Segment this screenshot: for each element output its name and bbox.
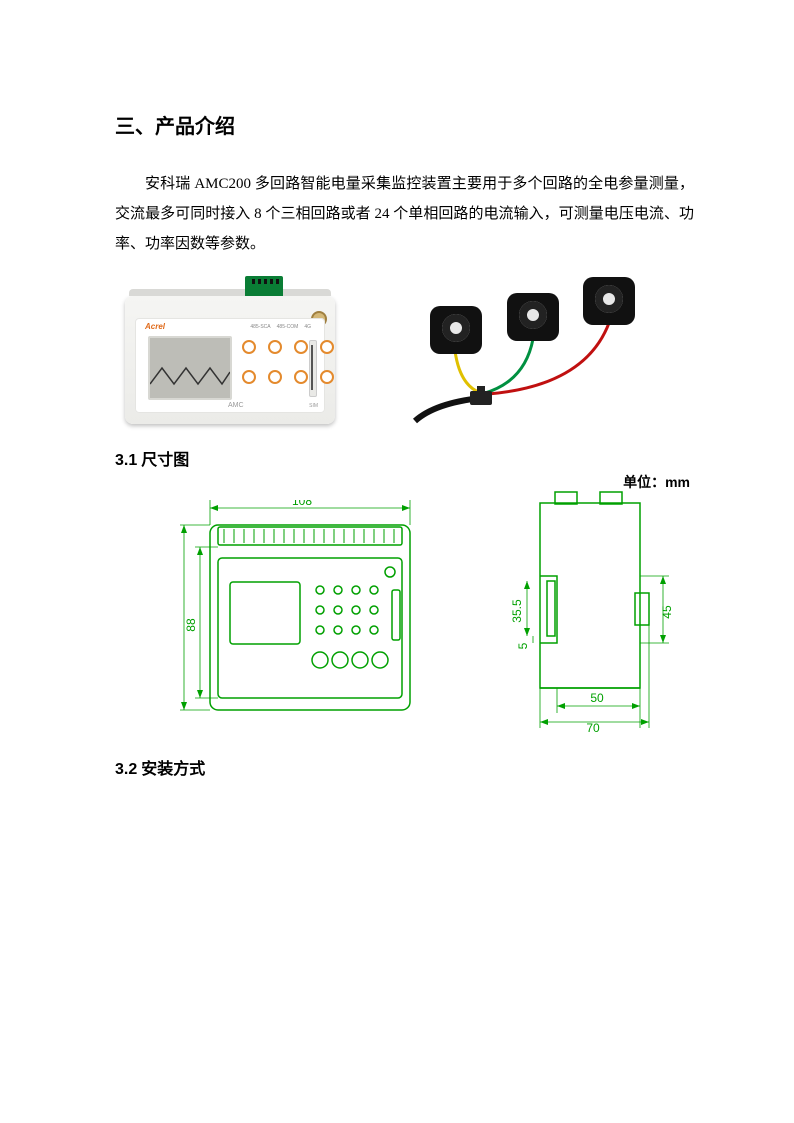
model-label: AMC	[228, 402, 244, 409]
ct-sensor-icon	[583, 277, 635, 325]
sim-label: SIM	[309, 403, 318, 409]
svg-text:35.5: 35.5	[510, 599, 524, 623]
svg-text:70: 70	[586, 721, 600, 733]
svg-text:45: 45	[660, 605, 674, 619]
side-dimension-drawing: 50 70 45 35.5	[485, 488, 675, 733]
ct-sensors-image	[375, 271, 685, 431]
sim-slot-icon	[309, 340, 317, 397]
svg-text:5: 5	[516, 642, 530, 649]
subsection-3-1-title: 3.1 尺寸图	[115, 446, 694, 470]
front-dimension-drawing: 108	[180, 500, 430, 725]
svg-text:108: 108	[292, 500, 312, 508]
ct-sensor-icon	[430, 306, 482, 354]
port-labels: 485-SCA 485-COM 4G	[250, 324, 311, 330]
button-row-1	[242, 340, 334, 354]
rj45-plug-icon	[470, 391, 492, 405]
button-row-2	[242, 370, 334, 384]
terminal-block-icon	[245, 276, 283, 296]
product-images-row: Acrel 485-SCA 485-COM 4G	[115, 271, 694, 431]
subsection-3-2-title: 3.2 安装方式	[115, 755, 694, 779]
brand-label: Acrel	[145, 322, 165, 331]
intro-paragraph: 安科瑞 AMC200 多回路智能电量采集监控装置主要用于多个回路的全电参量测量，…	[115, 169, 694, 259]
svg-text:102.5: 102.5	[180, 605, 181, 635]
section-title: 三、产品介绍	[115, 110, 694, 139]
meter-image: Acrel 485-SCA 485-COM 4G	[115, 271, 345, 431]
dimension-drawing-area: 单位：mm 108	[115, 478, 685, 743]
svg-text:88: 88	[184, 618, 198, 632]
lcd-screen	[148, 336, 232, 400]
ct-sensor-icon	[507, 293, 559, 341]
svg-text:50: 50	[590, 691, 604, 705]
